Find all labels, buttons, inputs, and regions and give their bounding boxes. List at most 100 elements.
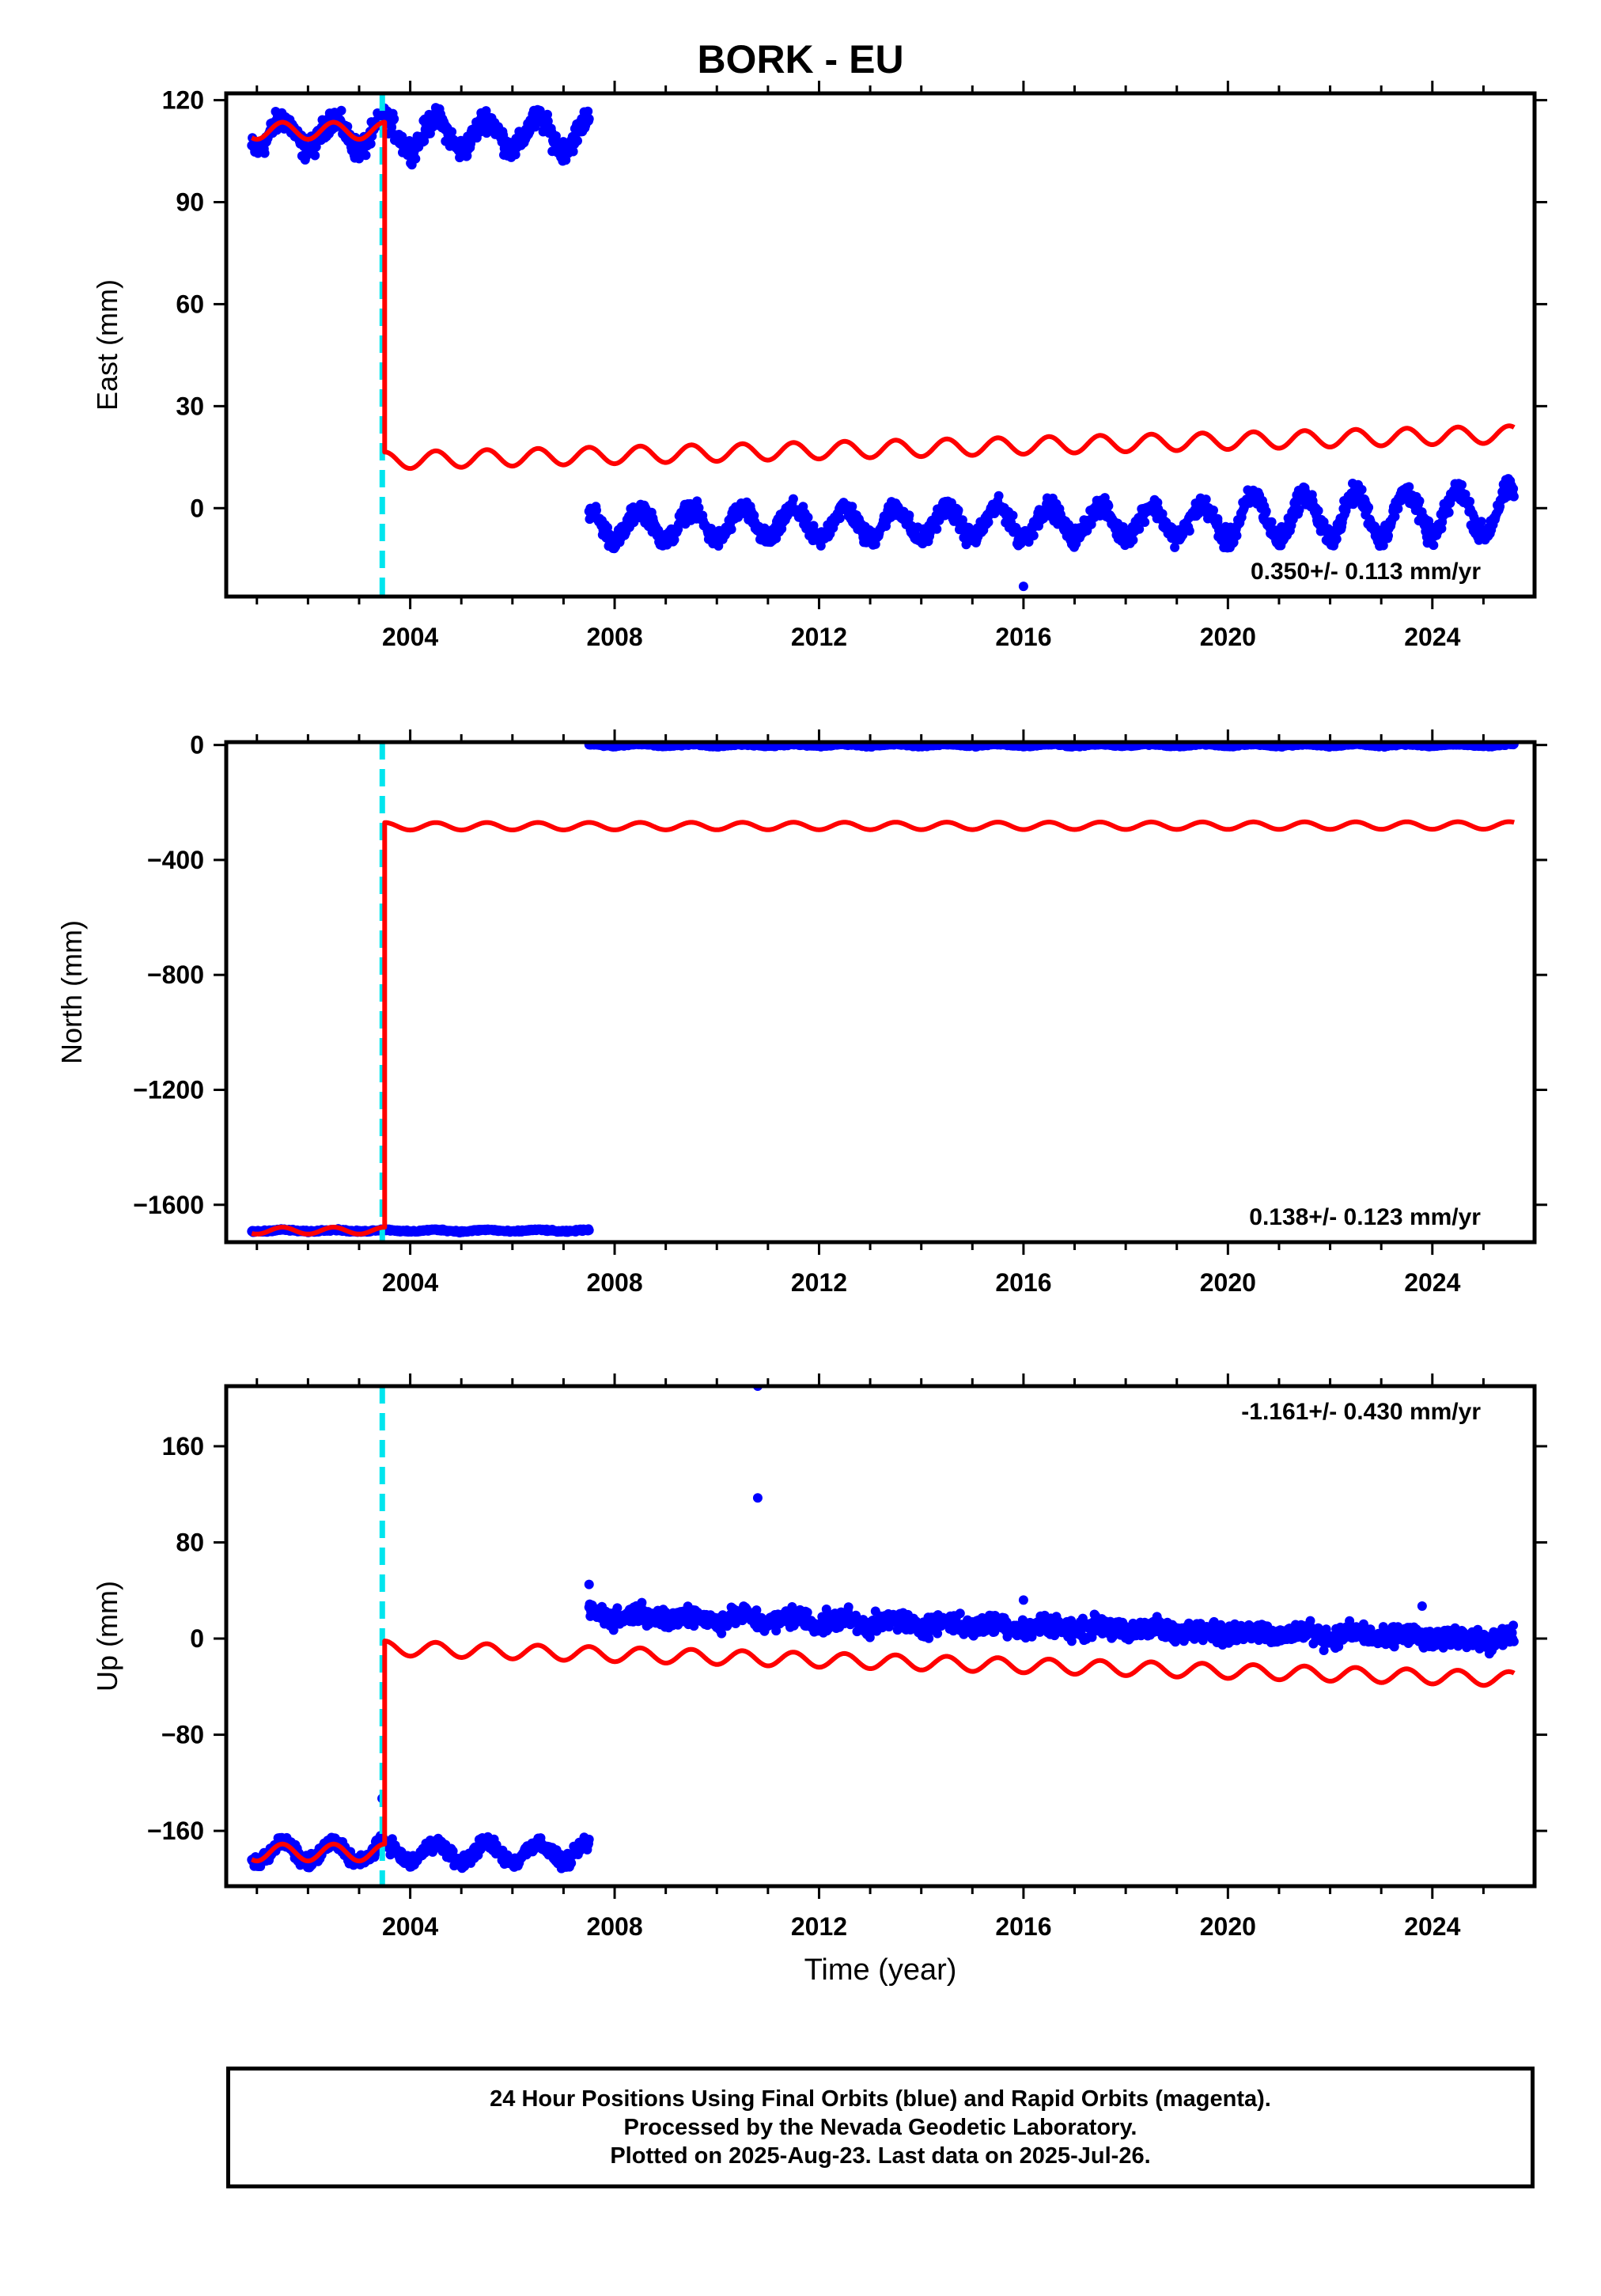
data-point — [637, 1597, 647, 1608]
x-tick-label: 2016 — [995, 1268, 1051, 1297]
data-point — [592, 506, 601, 515]
chart-title: BORK - EU — [697, 37, 904, 81]
data-point — [389, 114, 399, 124]
plot-area — [247, 1386, 1519, 1886]
data-point — [481, 106, 491, 116]
outlier-point — [1028, 517, 1039, 527]
data-point — [259, 148, 270, 158]
data-point — [803, 513, 813, 522]
x-tick-label: 2020 — [1200, 623, 1256, 651]
data-point — [653, 525, 664, 536]
data-point — [1331, 534, 1342, 544]
panel-3: 2004 2008 2012 2016 2020 2024160800−80−160Up … — [91, 1373, 1547, 1941]
y-tick-label: −1600 — [133, 1191, 204, 1219]
data-point — [1476, 517, 1486, 527]
outlier-point — [1013, 540, 1024, 551]
data-point — [1157, 509, 1168, 519]
data-point — [551, 131, 561, 141]
data-point — [1383, 531, 1393, 541]
panel-frame — [224, 91, 1537, 599]
data-point — [1294, 505, 1304, 515]
x-tick-label: 2024 — [1404, 623, 1460, 651]
data-point — [419, 136, 430, 146]
x-tick-label: 2024 — [1404, 1268, 1460, 1297]
data-point — [573, 136, 582, 146]
data-point — [1140, 517, 1150, 527]
data-point — [1213, 513, 1223, 524]
data-point — [788, 494, 798, 504]
y-tick-label: 90 — [176, 188, 204, 217]
data-point — [584, 1834, 594, 1844]
y-tick-label: 120 — [162, 86, 204, 115]
final-orbit-points — [247, 1386, 1519, 1874]
data-point — [983, 517, 994, 527]
data-point — [932, 524, 942, 534]
data-point — [361, 150, 371, 161]
data-point — [1508, 491, 1519, 502]
y-axis-label: East (mm) — [91, 279, 123, 411]
model-fit-line — [250, 119, 1516, 472]
y-tick-label: 30 — [176, 392, 204, 420]
data-point — [1028, 530, 1039, 540]
data-point — [1313, 506, 1323, 516]
data-point — [1457, 479, 1467, 490]
model-fit-line — [250, 819, 1516, 1237]
data-point — [1357, 484, 1367, 494]
panel-frame — [224, 740, 1537, 1245]
y-tick-label: −1200 — [133, 1075, 204, 1104]
data-point — [1008, 510, 1018, 521]
data-point — [1134, 524, 1145, 534]
data-point — [1201, 494, 1211, 505]
data-point — [336, 105, 346, 116]
data-point — [411, 153, 421, 164]
data-point — [847, 502, 857, 512]
data-point — [387, 122, 397, 132]
panel-2: 2004 2008 2012 2016 2020 20240−400−800−1200−1… — [55, 729, 1547, 1297]
data-point — [365, 138, 376, 149]
y-tick-label: 0 — [190, 731, 204, 760]
data-point — [1465, 496, 1475, 506]
data-point — [584, 114, 594, 124]
data-point — [1261, 506, 1271, 517]
data-point — [1232, 531, 1242, 540]
x-tick-label: 2008 — [586, 1268, 642, 1297]
y-tick-label: 60 — [176, 290, 204, 318]
data-point — [1390, 511, 1400, 521]
data-point — [1209, 506, 1218, 515]
final-orbit-points — [247, 742, 1519, 1238]
data-point — [1414, 496, 1425, 506]
data-point — [694, 502, 704, 513]
data-point — [1128, 535, 1138, 545]
x-tick-label: 2012 — [791, 623, 847, 651]
data-point — [1184, 526, 1194, 536]
data-point — [1103, 501, 1114, 511]
y-tick-label: −400 — [147, 846, 204, 874]
data-point — [835, 513, 845, 524]
data-point — [1444, 507, 1454, 517]
data-point — [1393, 504, 1403, 513]
data-point — [397, 131, 407, 142]
plot-area — [247, 93, 1519, 597]
x-tick-label: 2012 — [791, 1268, 847, 1297]
x-tick-label: 2008 — [586, 623, 642, 651]
data-point — [953, 506, 963, 515]
final-orbit-points — [247, 103, 1519, 592]
data-point — [584, 1226, 594, 1235]
data-point — [1508, 483, 1519, 494]
data-point — [816, 540, 826, 551]
data-point — [447, 127, 457, 137]
outlier-point — [1018, 582, 1028, 592]
y-tick-label: 0 — [190, 494, 204, 522]
data-point — [1170, 542, 1180, 552]
data-point — [1364, 502, 1374, 513]
plot-area — [247, 742, 1519, 1242]
data-point — [583, 106, 593, 116]
data-point — [1429, 540, 1439, 551]
x-tick-label: 2020 — [1200, 1268, 1256, 1297]
y-tick-label: −800 — [147, 960, 204, 989]
data-point — [310, 150, 320, 161]
data-point — [994, 491, 1004, 501]
x-tick-label: 2004 — [382, 623, 438, 651]
